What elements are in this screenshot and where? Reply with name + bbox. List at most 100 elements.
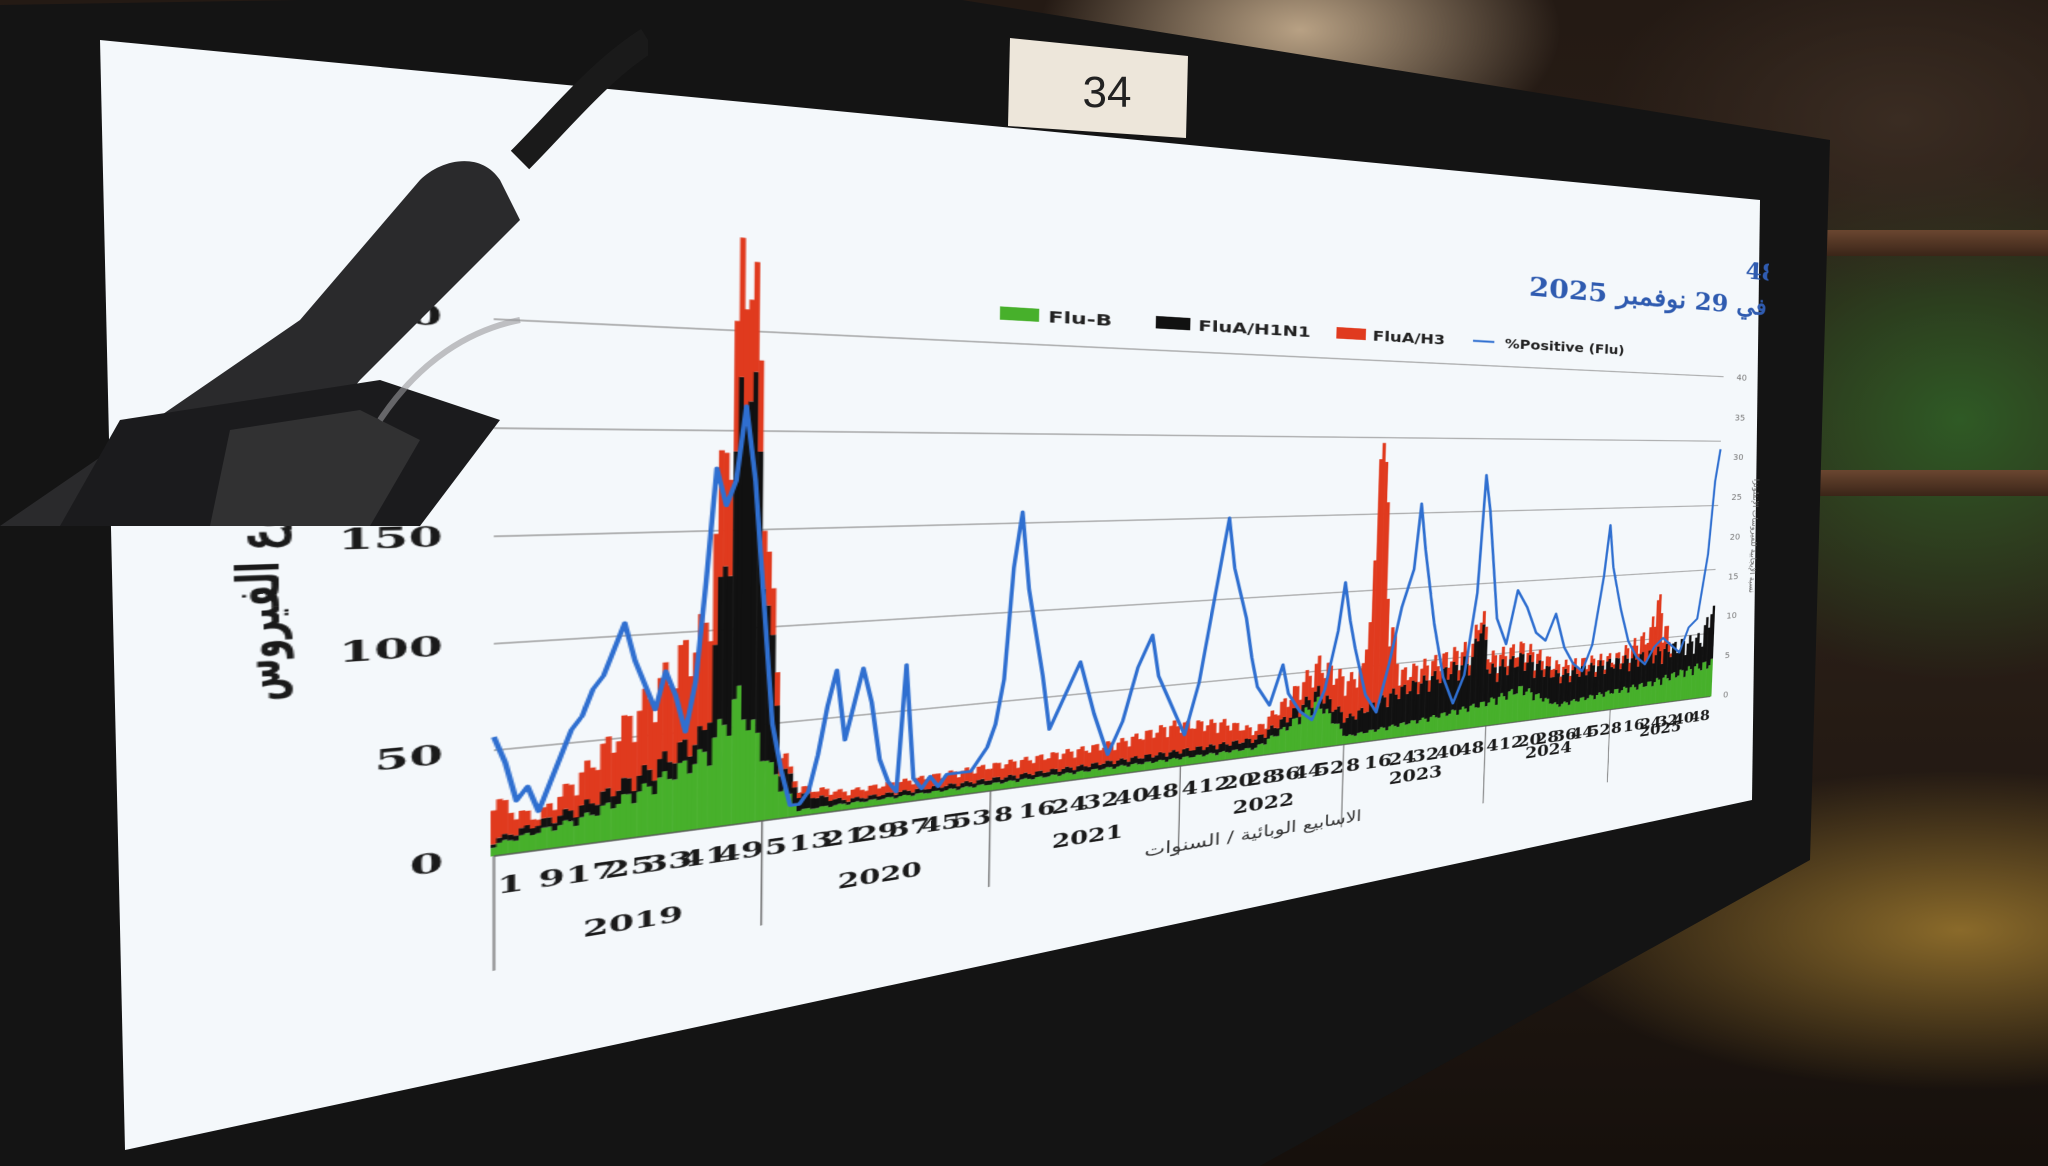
y2-tick-label: 15 [1728,571,1739,581]
bar-segment [1618,652,1621,658]
gridline [494,569,1716,643]
bar-segment [1522,643,1525,654]
y2-tick-label: 25 [1731,492,1742,502]
x-tick-label: 1 [497,869,524,900]
bar-segment [502,833,509,840]
mic-gooseneck [520,40,648,160]
y-tick-label: 50 [375,738,444,777]
bar-segment [535,819,541,826]
x-tick-label: 52 [1588,721,1611,741]
x-tick-label: 49 [717,837,764,868]
bar-segment [1539,650,1542,661]
bar-segment [1557,664,1560,673]
y2-tick-label: 30 [1733,453,1744,462]
bar-segment [535,833,541,851]
x-tick-label: 8 [1346,755,1361,776]
bar-segment [783,753,789,769]
x-tick-label: 48 [1690,707,1711,726]
bar-segment [513,835,520,841]
y2-tick-label: 35 [1735,413,1746,423]
legend-label: FluA/H1N1 [1198,317,1311,341]
gridline [494,428,1721,441]
bar-segment [788,766,793,773]
legend-label: Flu-B [1048,308,1112,330]
y2-tick-label: 0 [1723,690,1729,700]
bar-segment [519,828,526,836]
bar-segment [1483,611,1486,624]
bar-segment [502,800,509,834]
year-divider [761,821,762,926]
y2-tick-label: 20 [1730,532,1741,542]
bar-segment [508,840,515,855]
bar-segment [496,837,503,843]
x-tick-label: 8 [994,802,1013,827]
bar-segment [530,819,536,829]
bar-segment [1567,665,1570,673]
x-tick-label: 40 [1115,784,1150,810]
y2-tick-label: 40 [1736,373,1747,383]
bar-segment [546,817,552,827]
bar-segment [792,781,797,788]
bar-segment [524,833,531,853]
x-tick-label: 53 [952,805,992,833]
bar-segment [496,799,503,838]
bar-segment [1548,657,1551,667]
y-tick-label: 0 [410,846,444,883]
bar-segment [535,825,541,833]
bar-segment [519,835,526,853]
bar-segment [1512,644,1515,656]
x-tick-label: 4 [1181,777,1198,800]
y2-tick-label: 5 [1725,650,1731,660]
legend-swatch [1336,327,1366,340]
bar-segment [546,803,552,818]
x-tick-label: 52 [1315,757,1344,781]
bar-segment [519,810,526,828]
bar-segment [1414,666,1418,682]
bar-segment [1541,661,1544,670]
bar-segment [1531,652,1534,662]
bar-segment [1445,652,1449,667]
x-tick-label: 48 [1145,780,1179,806]
y-tick-label: 100 [339,630,443,670]
gridline [494,505,1718,536]
bar-segment [774,672,780,706]
bar-segment [1626,648,1629,659]
legend-swatch [1156,316,1191,330]
bar-segment [1485,627,1488,640]
x-tick-label: 32 [1083,788,1119,814]
y2-tick-label: 10 [1726,611,1737,621]
bar-segment [1592,659,1595,666]
bar-segment [1504,656,1507,667]
bar-segment [1455,651,1459,665]
bar-segment [770,588,776,635]
bar-segment [524,810,531,825]
bar-segment [508,813,515,835]
bar-segment [530,828,536,836]
y-axis-label: نوع الفيروس [223,497,293,705]
bar-segment [524,825,531,834]
bar-segment [508,834,515,840]
legend-label: FluA/H3 [1372,328,1445,348]
bar-segment [541,818,547,828]
microphone [0,0,648,526]
year-label: 2020 [838,858,922,895]
legend-swatch [1473,341,1494,342]
x-tick-label: 4 [1486,736,1499,756]
x-tick-label: 8 [1611,719,1623,737]
bar-segment [573,817,579,826]
x-tick-label: 5 [764,833,787,861]
bar-segment [513,840,520,853]
bar-segment [1494,655,1497,667]
x-tick-label: 48 [1459,738,1485,760]
bar-segment [1602,660,1605,666]
bar-segment [530,835,536,852]
legend-label: %Positive (Flu) [1505,336,1625,358]
x-tick-label: 9 [538,864,565,894]
bar-segment [754,262,761,372]
chart-legend: Flu-B FluA/H1N1 FluA/H3 %Positive (Flu) [1000,305,1625,358]
year-label: 2022 [1232,789,1294,818]
bar-segment [513,819,520,836]
legend-swatch [1000,306,1039,321]
bar-segment [552,823,558,831]
